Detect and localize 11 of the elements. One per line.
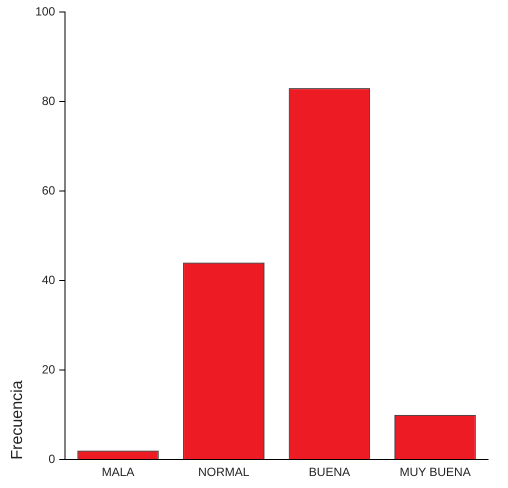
y-tick-label: 40 — [42, 272, 56, 287]
y-axis-title: Frecuencia — [9, 380, 26, 460]
x-tick-label: MALA — [102, 465, 134, 480]
x-tick-label: NORMAL — [198, 465, 250, 480]
y-tick-label: 20 — [42, 362, 56, 376]
x-tick-label: BUENA — [308, 465, 350, 480]
y-tick-label: 80 — [42, 94, 56, 108]
y-tick-label: 100 — [35, 4, 56, 18]
y-tick-label: 60 — [42, 183, 56, 198]
x-tick-label: MUY BUENA — [400, 465, 471, 480]
y-tick-label: 0 — [48, 452, 56, 466]
